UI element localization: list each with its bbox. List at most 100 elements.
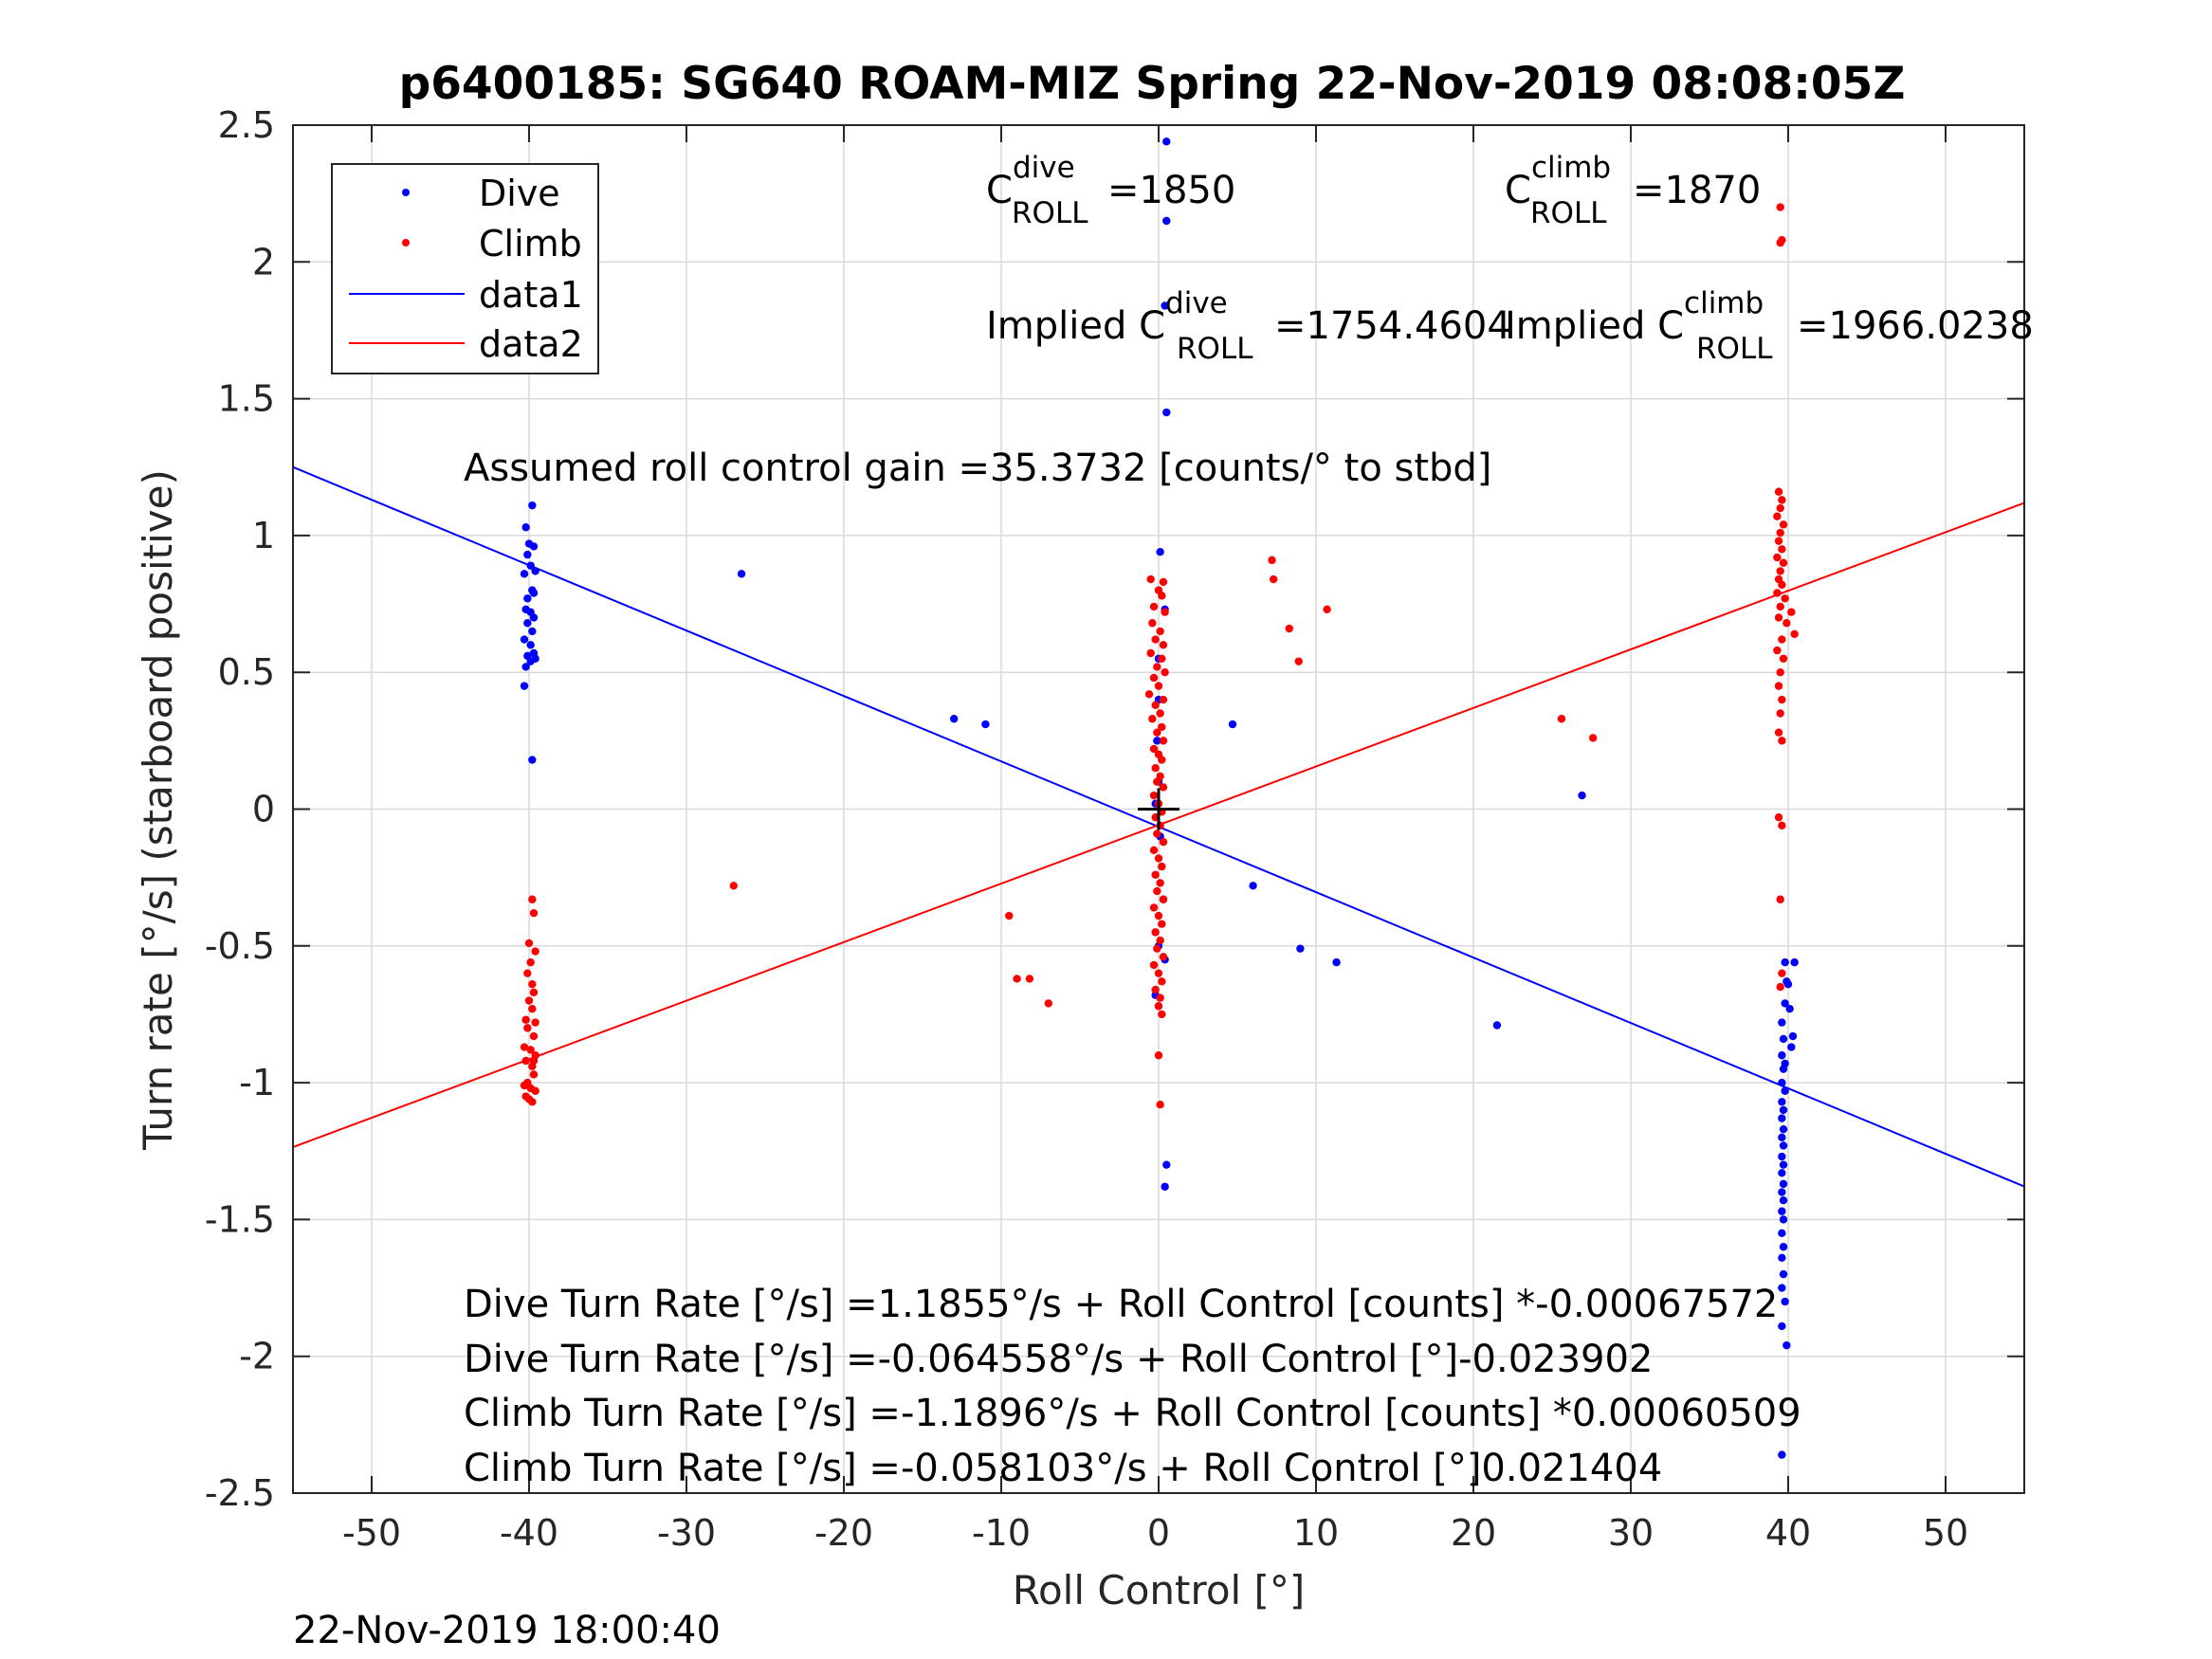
chart-title: p6400185: SG640 ROAM-MIZ Spring 22-Nov-2… xyxy=(399,58,1906,110)
climb-point xyxy=(1776,895,1784,903)
climb-point xyxy=(1156,936,1164,945)
climb-point xyxy=(524,1095,534,1103)
climb-point xyxy=(1774,682,1783,690)
climb-point xyxy=(531,947,539,956)
climb-point xyxy=(526,957,535,967)
climb-point xyxy=(1781,594,1789,603)
climb-point xyxy=(1285,624,1293,633)
climb-point xyxy=(1776,668,1784,677)
legend-climb-marker xyxy=(402,239,410,246)
climb-point xyxy=(1149,602,1159,611)
c-roll-climb-sup: climb xyxy=(1531,151,1611,185)
climb-point xyxy=(1044,999,1053,1008)
climb-point xyxy=(528,1004,537,1013)
climb-point xyxy=(1146,574,1155,584)
dive-point xyxy=(1779,1160,1788,1169)
climb-point xyxy=(1158,722,1166,732)
climb-point xyxy=(1151,635,1160,644)
dive-point xyxy=(1161,301,1169,310)
dive-point xyxy=(1779,1105,1788,1115)
climb-point xyxy=(1144,690,1154,699)
dive-point xyxy=(1778,1284,1786,1292)
dive-point xyxy=(1779,1141,1788,1150)
climb-point xyxy=(1149,673,1159,683)
climb-point xyxy=(1269,574,1278,584)
dive-point xyxy=(1779,1065,1788,1073)
climb-point xyxy=(1790,629,1799,638)
dive-point xyxy=(737,570,746,578)
climb-point xyxy=(1776,203,1784,211)
dive-point xyxy=(1779,1243,1788,1251)
implied-c-roll-climb-value: =1966.0238 xyxy=(1797,304,2034,348)
climb-point xyxy=(520,1043,529,1051)
legend-dive-marker xyxy=(402,189,410,196)
climb-point xyxy=(1778,821,1786,830)
dive-point xyxy=(1162,408,1171,417)
climb-point xyxy=(1323,605,1331,614)
x-tick-label: -40 xyxy=(500,1512,558,1554)
dive-point xyxy=(950,715,959,723)
dive-point xyxy=(531,654,539,663)
climb-point xyxy=(1158,756,1166,764)
dive-point xyxy=(1778,1207,1786,1215)
climb-point xyxy=(1153,830,1161,838)
climb-point xyxy=(1774,613,1783,622)
climb-point xyxy=(1148,715,1157,723)
footer-timestamp: 22-Nov-2019 18:00:40 xyxy=(293,1609,721,1652)
climb-point xyxy=(1151,870,1160,879)
x-tick-labels: -50 -40 -30 -20 -10 0 10 20 30 40 50 xyxy=(342,1512,1968,1554)
climb-point xyxy=(1773,553,1782,562)
climb-point xyxy=(1156,879,1164,887)
dive-point xyxy=(520,682,529,690)
x-tick-label: 50 xyxy=(1923,1512,1968,1554)
climb-point xyxy=(524,996,534,1005)
dive-point xyxy=(1790,957,1799,967)
implied-c-roll-dive-base: Implied C xyxy=(986,304,1165,348)
c-roll-dive-base: C xyxy=(986,169,1013,212)
climb-point xyxy=(521,1015,530,1024)
dive-point xyxy=(1779,1179,1788,1189)
dive-point xyxy=(520,570,529,578)
climb-point xyxy=(529,1031,539,1041)
dive-point xyxy=(529,613,539,622)
climb-point xyxy=(1158,862,1166,871)
climb-point xyxy=(523,969,532,977)
climb-point xyxy=(1154,682,1163,690)
climb-point xyxy=(1778,496,1786,504)
dive-point xyxy=(1778,1169,1786,1177)
implied-c-roll-climb-sub: ROLL xyxy=(1696,332,1773,366)
dive-point xyxy=(1156,548,1164,556)
climb-point xyxy=(1773,512,1782,520)
climb-point xyxy=(729,882,738,890)
climb-point xyxy=(1778,545,1786,554)
series-dive xyxy=(520,137,1799,1459)
data-points xyxy=(520,137,1799,1459)
dive-point xyxy=(1785,1004,1794,1013)
legend-climb-label: Climb xyxy=(479,223,582,264)
climb-point xyxy=(1778,635,1786,644)
climb-point xyxy=(1159,895,1168,903)
climb-point xyxy=(526,1046,535,1054)
dive-point xyxy=(1162,1160,1171,1169)
implied-c-roll-dive-sup: dive xyxy=(1165,286,1228,320)
climb-point xyxy=(1154,911,1163,921)
dive-point xyxy=(1779,1124,1788,1134)
climb-point xyxy=(1773,589,1782,597)
climb-point xyxy=(1774,537,1783,545)
climb-point xyxy=(529,908,539,918)
c-roll-dive-sub: ROLL xyxy=(1012,196,1088,230)
climb-point xyxy=(1787,608,1796,616)
climb-equation-counts: Climb Turn Rate [°/s] =-1.1896°/s + Roll… xyxy=(464,1392,1801,1435)
dive-point xyxy=(529,589,539,597)
dive-point xyxy=(520,635,529,644)
c-roll-dive-value: =1850 xyxy=(1107,169,1235,212)
dive-point xyxy=(1153,737,1161,745)
climb-point xyxy=(1776,602,1784,611)
c-roll-dive-annotation: Cdive ROLL =1850 xyxy=(986,151,1235,230)
climb-point xyxy=(1159,737,1168,745)
x-tick-label: -20 xyxy=(814,1512,873,1554)
y-tick-label: -0.5 xyxy=(205,925,275,967)
climb-point xyxy=(1159,953,1168,961)
climb-point xyxy=(531,1086,539,1095)
y-tick-labels: -2.5 -2 -1.5 -1 -0.5 0 0.5 1 1.5 2 2.5 xyxy=(205,104,275,1514)
